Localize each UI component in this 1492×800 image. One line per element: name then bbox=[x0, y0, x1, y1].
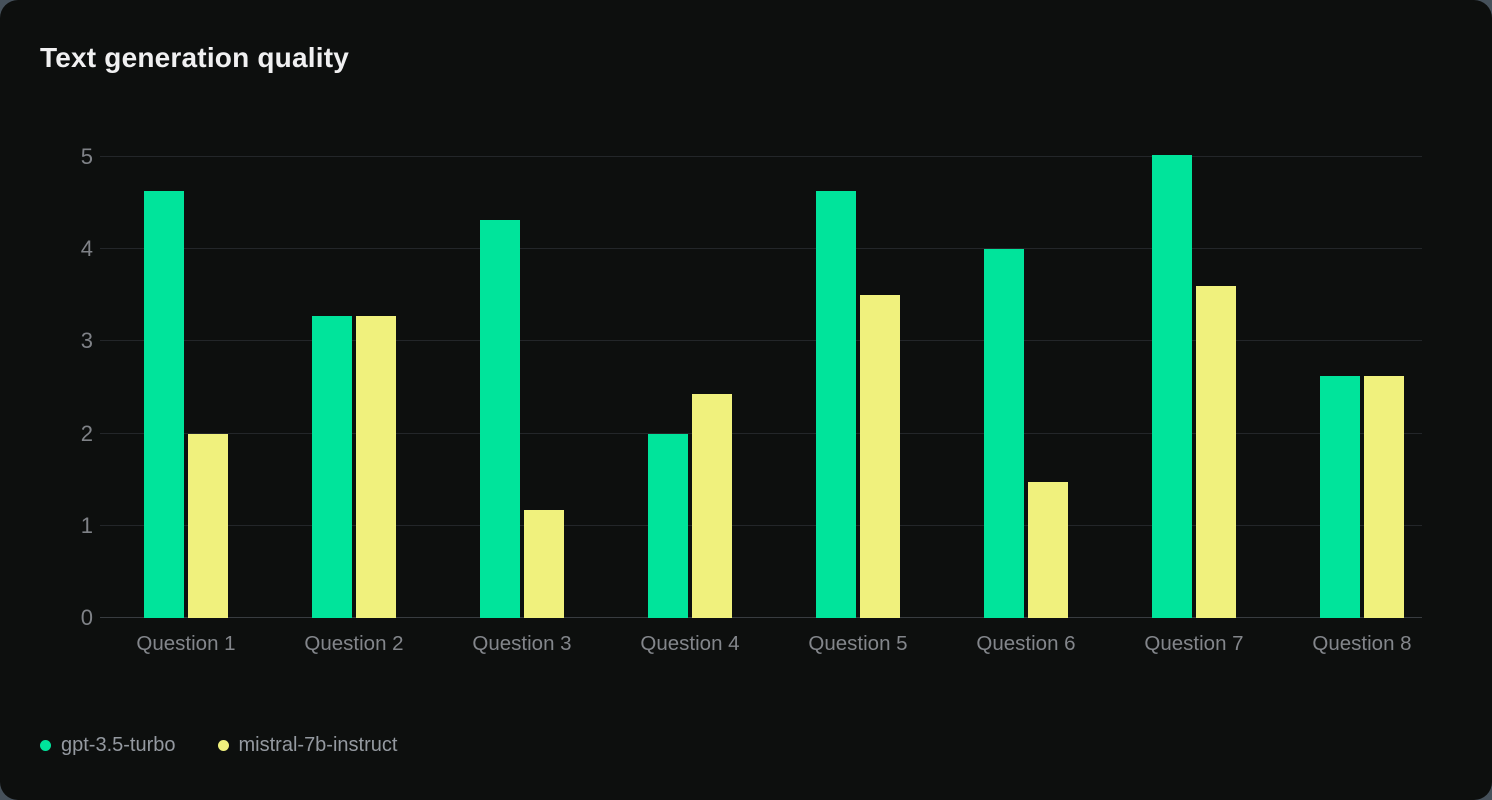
y-tick-label-5: 5 bbox=[80, 144, 93, 169]
bar-gpt-3.5-turbo-question-8[interactable] bbox=[1320, 376, 1360, 618]
bar-gpt-3.5-turbo-question-7[interactable] bbox=[1152, 155, 1192, 618]
x-tick-label-question-7: Question 7 bbox=[1144, 632, 1244, 655]
bar-gpt-3.5-turbo-question-3[interactable] bbox=[480, 220, 520, 618]
y-tick-label-3: 3 bbox=[80, 328, 93, 354]
chart-title: Text generation quality bbox=[40, 42, 350, 73]
legend: gpt-3.5-turbo mistral-7b-instruct bbox=[40, 733, 397, 757]
x-tick-label-question-8: Question 8 bbox=[1312, 632, 1412, 655]
gridline-y4 bbox=[100, 248, 1422, 250]
y-tick-label-1: 1 bbox=[80, 512, 93, 538]
legend-dot-icon bbox=[217, 739, 229, 751]
y-tick-label-2: 2 bbox=[80, 420, 93, 446]
bar-gpt-3.5-turbo-question-5[interactable] bbox=[816, 191, 856, 618]
legend-item-gpt-3.5-turbo[interactable]: gpt-3.5-turbo bbox=[40, 733, 176, 757]
bar-mistral-7b-instruct-question-5[interactable] bbox=[860, 295, 900, 618]
bar-mistral-7b-instruct-question-3[interactable] bbox=[524, 510, 564, 618]
x-tick-label-question-3: Question 3 bbox=[472, 632, 572, 655]
bar-mistral-7b-instruct-question-4[interactable] bbox=[692, 394, 732, 618]
legend-dot-icon bbox=[40, 739, 51, 751]
y-tick-label-0: 0 bbox=[80, 605, 93, 630]
bar-gpt-3.5-turbo-question-4[interactable] bbox=[648, 434, 688, 618]
bar-gpt-3.5-turbo-question-2[interactable] bbox=[312, 316, 352, 618]
bar-mistral-7b-instruct-question-6[interactable] bbox=[1028, 482, 1068, 618]
bar-mistral-7b-instruct-question-1[interactable] bbox=[188, 434, 228, 618]
bar-mistral-7b-instruct-question-8[interactable] bbox=[1364, 376, 1404, 618]
x-tick-label-question-1: Question 1 bbox=[136, 632, 236, 655]
gridline-y1 bbox=[100, 524, 1422, 526]
bar-mistral-7b-instruct-question-2[interactable] bbox=[356, 316, 396, 618]
gridline-y2 bbox=[100, 432, 1422, 434]
legend-label: gpt-3.5-turbo bbox=[61, 734, 176, 756]
y-axis: 0 1 2 3 4 5 bbox=[40, 140, 93, 629]
legend-label: mistral-7b-instruct bbox=[238, 734, 398, 756]
plot-area bbox=[100, 140, 1422, 618]
x-axis: Question 1 Question 2 Question 3 Question 4… bbox=[100, 630, 1422, 660]
x-tick-label-question-4: Question 4 bbox=[640, 632, 740, 655]
bar-gpt-3.5-turbo-question-6[interactable] bbox=[984, 249, 1024, 618]
gridline-y0 bbox=[100, 617, 1422, 618]
x-tick-label-question-6: Question 6 bbox=[976, 632, 1076, 655]
gridline-y3 bbox=[100, 340, 1422, 342]
x-tick-label-question-2: Question 2 bbox=[304, 632, 404, 655]
bar-mistral-7b-instruct-question-7[interactable] bbox=[1196, 286, 1236, 618]
x-tick-label-question-5: Question 5 bbox=[808, 632, 908, 655]
gridline-y5 bbox=[100, 156, 1422, 157]
legend-item-mistral-7b-instruct[interactable]: mistral-7b-instruct bbox=[217, 733, 398, 757]
y-tick-label-4: 4 bbox=[80, 236, 93, 262]
bar-gpt-3.5-turbo-question-1[interactable] bbox=[144, 191, 184, 618]
